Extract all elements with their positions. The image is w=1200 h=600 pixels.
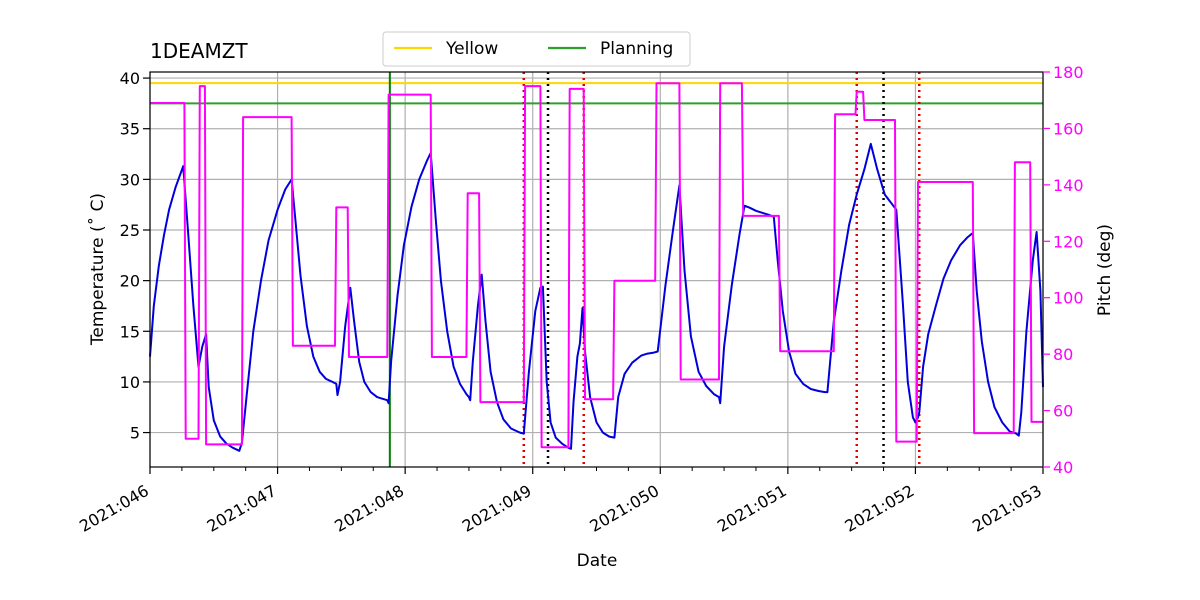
y2-tick-label-4: 120 bbox=[1053, 232, 1084, 251]
grid bbox=[149, 72, 1044, 467]
y-tick-label-3: 20 bbox=[120, 272, 140, 291]
legend-label-planning: Planning bbox=[600, 39, 673, 59]
y2-tick-label-5: 140 bbox=[1053, 176, 1084, 195]
x-tick-label-1: 2021:047 bbox=[204, 481, 280, 536]
x-tick-label-6: 2021:052 bbox=[842, 481, 918, 536]
series-layer bbox=[149, 82, 1044, 452]
x-tick-label-7: 2021:053 bbox=[969, 481, 1045, 536]
y2-tick-label-0: 40 bbox=[1053, 458, 1073, 477]
limit-lines bbox=[150, 82, 1043, 105]
plot-frame bbox=[149, 71, 1044, 468]
legend-box bbox=[382, 31, 691, 67]
y2-tick-label-1: 60 bbox=[1053, 402, 1073, 421]
y-tick-label-7: 40 bbox=[120, 69, 140, 88]
y-tick-label-1: 10 bbox=[120, 373, 140, 392]
y2-tick-label-3: 100 bbox=[1053, 289, 1084, 308]
y2-tick-label-7: 180 bbox=[1053, 63, 1084, 82]
y-axis-ticks: 5 10 15 20 25 30 35 40 bbox=[120, 69, 150, 443]
y-tick-label-6: 35 bbox=[120, 120, 140, 139]
vertical-markers bbox=[388, 72, 921, 467]
x-tick-label-3: 2021:049 bbox=[459, 481, 535, 536]
chart-title: 1DEAMZT bbox=[150, 39, 248, 63]
y-tick-label-2: 15 bbox=[120, 322, 140, 341]
x-tick-label-0: 2021:046 bbox=[76, 481, 152, 536]
temperature-series-line bbox=[149, 142, 1044, 452]
y2-axis-ticks: 40 60 80 100 120 140 160 180 bbox=[1043, 63, 1084, 477]
y2-tick-label-2: 80 bbox=[1053, 345, 1073, 364]
y-axis-title: Temperature (˚ C) bbox=[87, 193, 108, 346]
x-axis-ticks: 2021:046 2021:047 2021:048 2021:049 2021:050… bbox=[76, 467, 1045, 536]
x-tick-label-2: 2021:048 bbox=[331, 481, 407, 536]
y2-axis-title: Pitch (deg) bbox=[1095, 224, 1115, 316]
pitch-series-line bbox=[150, 82, 1043, 449]
y-tick-label-0: 5 bbox=[130, 424, 140, 443]
legend: Yellow Planning bbox=[382, 31, 691, 67]
x-tick-label-5: 2021:051 bbox=[714, 481, 790, 536]
x-axis-title: Date bbox=[577, 551, 618, 571]
y-tick-label-5: 30 bbox=[120, 170, 140, 189]
x-tick-label-4: 2021:050 bbox=[586, 481, 662, 536]
y-tick-label-4: 25 bbox=[120, 221, 140, 240]
legend-label-yellow: Yellow bbox=[445, 39, 498, 59]
y2-tick-label-6: 160 bbox=[1053, 119, 1084, 138]
